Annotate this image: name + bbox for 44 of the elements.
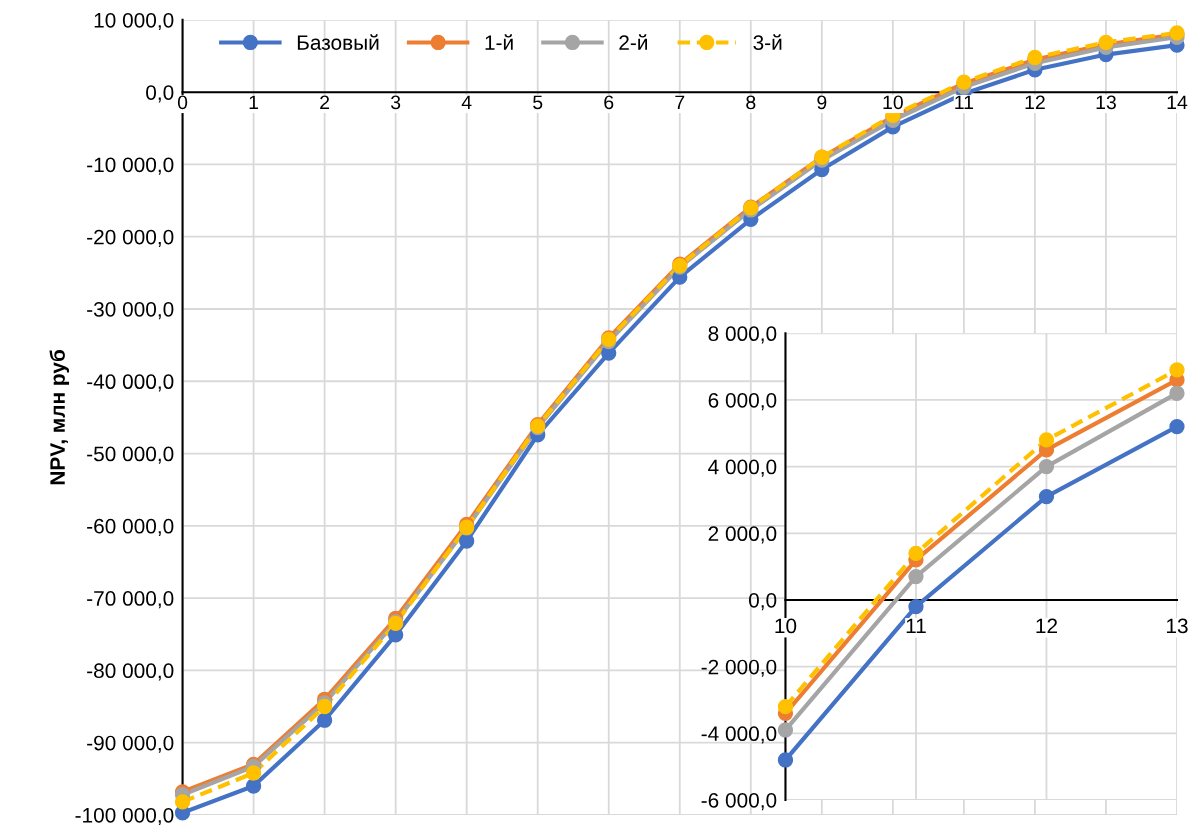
x-tick-label: 11 (955, 95, 974, 110)
y-tick-label: -30 000,0 (87, 301, 174, 320)
x-tick-label: 4 (461, 95, 472, 110)
y-tick-label: 0,0 (146, 85, 174, 103)
legend-label: Базовый (297, 34, 379, 50)
x-tick-label: 13 (1096, 95, 1116, 110)
y-tick-label: 6 000,0 (708, 392, 777, 411)
x-tick-label: 10 (883, 95, 903, 110)
x-tick-label: 14 (1167, 95, 1188, 110)
y-tick-label: -90 000,0 (87, 735, 174, 753)
y-axis-title: NPV, млн руб (49, 350, 70, 485)
y-tick-label: -2 000,0 (701, 659, 777, 677)
legend-label: 1-й (485, 34, 513, 50)
x-tick-label: 3 (390, 95, 401, 110)
y-tick-label: 0,0 (748, 592, 777, 611)
x-tick-label: 2 (320, 95, 330, 110)
x-tick-label: 11 (906, 618, 926, 634)
x-tick-label: 1 (249, 95, 259, 110)
x-tick-label: 7 (675, 95, 685, 110)
y-tick-label: -100 000,0 (75, 807, 174, 826)
y-tick-label: -20 000,0 (87, 229, 174, 247)
x-tick-label: 12 (1036, 618, 1058, 634)
y-tick-label: -4 000,0 (701, 726, 777, 744)
y-tick-label: -70 000,0 (87, 591, 174, 609)
x-tick-label: 8 (746, 95, 756, 110)
x-tick-label: 12 (1025, 95, 1045, 110)
y-tick-label: -60 000,0 (87, 518, 174, 537)
y-tick-label: 4 000,0 (708, 459, 777, 477)
y-tick-label: -6 000,0 (701, 792, 777, 811)
x-tick-label: 5 (533, 95, 543, 110)
y-tick-label: -50 000,0 (87, 446, 174, 464)
y-tick-label: 2 000,0 (708, 526, 777, 544)
y-tick-label: 8 000,0 (708, 326, 777, 344)
y-tick-label: -80 000,0 (87, 663, 174, 681)
legend-label: 2-й (619, 34, 647, 50)
y-tick-label: -10 000,0 (87, 157, 174, 175)
x-tick-label: 10 (775, 618, 797, 634)
y-tick-label: -40 000,0 (87, 374, 174, 392)
y-tick-label: 10 000,0 (94, 12, 174, 31)
x-tick-label: 9 (817, 95, 827, 110)
x-tick-label: 6 (604, 95, 614, 110)
x-tick-label: 13 (1166, 618, 1188, 634)
x-tick-label: 0 (177, 95, 188, 110)
legend-label: 3-й (753, 34, 782, 50)
